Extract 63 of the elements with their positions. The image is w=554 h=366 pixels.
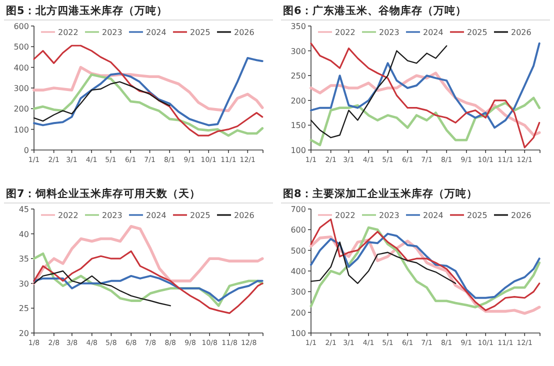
- line-series: [33, 44, 264, 136]
- chart-title: 图5：北方四港玉米库存（万吨）: [6, 4, 168, 17]
- legend-label: 2026: [234, 211, 254, 220]
- y-tick-label: 40: [18, 230, 29, 239]
- legend-label: 2022: [335, 211, 356, 220]
- y-tick-label: 200: [14, 104, 29, 114]
- line-series: [310, 96, 541, 146]
- legend-label: 2024: [146, 28, 166, 37]
- line-series: [310, 241, 456, 284]
- y-tick-label: 100: [14, 125, 29, 134]
- legend-label: 2025: [467, 211, 488, 220]
- y-tick-label: 300: [290, 46, 306, 56]
- legend-label: 2023: [102, 211, 122, 220]
- y-tick-label: 35: [18, 254, 29, 264]
- legend-label: 2024: [423, 211, 444, 220]
- chart-title: 图7：饲料企业玉米库存可用天数（天）: [6, 187, 200, 200]
- legend-label: 2024: [423, 28, 444, 37]
- legend-label: 2024: [146, 211, 166, 220]
- y-tick-label: 250: [290, 72, 306, 81]
- y-tick-label: 20: [18, 329, 29, 338]
- y-tick-label: 150: [290, 121, 306, 130]
- y-tick-label: 200: [290, 308, 306, 318]
- legend-label: 2023: [379, 211, 400, 220]
- legend-label: 2023: [379, 28, 400, 37]
- legend-label: 2022: [335, 28, 356, 37]
- line-series: [32, 224, 264, 285]
- legend-label: 2025: [190, 211, 210, 220]
- y-tick-label: 600: [14, 22, 29, 31]
- y-tick-label: 350: [290, 22, 306, 31]
- y-tick-label: 100: [290, 329, 306, 338]
- line-series: [33, 274, 264, 302]
- legend-label: 2022: [58, 28, 78, 37]
- y-tick-label: 600: [290, 226, 306, 235]
- y-tick-label: 300: [14, 84, 29, 93]
- line-series: [32, 66, 264, 112]
- legend-label: 2025: [190, 28, 210, 37]
- y-tick-label: 700: [290, 205, 306, 214]
- line-series: [33, 57, 264, 126]
- y-tick-label: 400: [14, 63, 29, 72]
- y-tick-label: 30: [18, 279, 29, 288]
- y-tick-label: 400: [290, 267, 306, 276]
- line-series: [33, 270, 171, 306]
- y-tick-label: 25: [18, 304, 29, 314]
- line-series: [310, 45, 448, 138]
- legend-label: 2026: [511, 28, 532, 37]
- line-series: [310, 232, 540, 299]
- chart-title: 图6：广东港玉米、谷物库存（万吨）: [283, 4, 466, 17]
- y-tick-label: 45: [18, 205, 29, 214]
- y-tick-label: 500: [290, 246, 306, 256]
- legend-label: 2026: [511, 211, 532, 220]
- y-tick-label: 300: [290, 288, 306, 297]
- line-series: [33, 81, 170, 122]
- legend-label: 2022: [58, 211, 78, 220]
- y-tick-label: 100: [290, 146, 306, 155]
- chart-title: 图8：主要深加工企业玉米库存（万吨）: [283, 187, 478, 200]
- line-series: [32, 73, 264, 137]
- y-tick-label: 200: [290, 96, 306, 106]
- y-tick-label: 500: [14, 42, 29, 52]
- legend-label: 2023: [102, 28, 122, 37]
- legend-label: 2025: [467, 28, 488, 37]
- y-tick-label: 0: [24, 146, 29, 155]
- legend-label: 2026: [234, 28, 254, 37]
- line-series: [310, 42, 540, 129]
